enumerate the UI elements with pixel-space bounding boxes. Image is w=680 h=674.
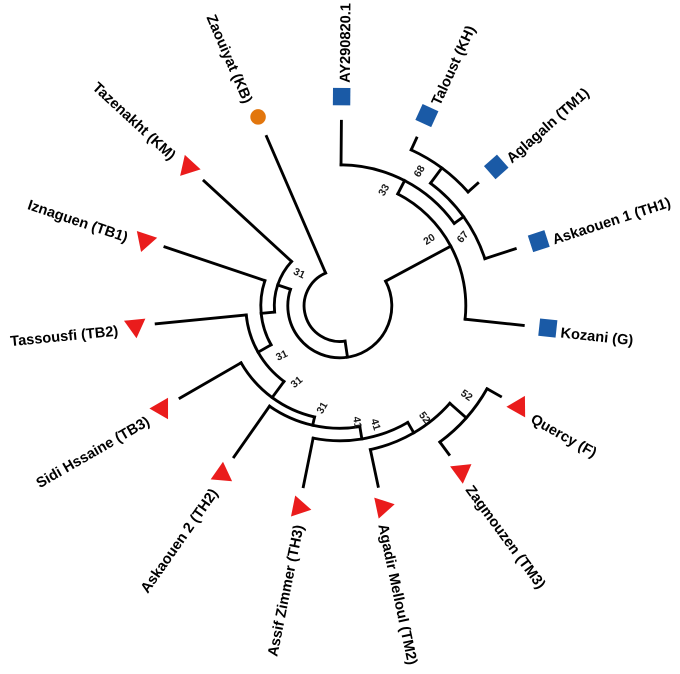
svg-text:52: 52 <box>458 388 474 404</box>
svg-text:67: 67 <box>455 229 471 245</box>
svg-text:Zaouiyat (KB): Zaouiyat (KB) <box>203 13 255 107</box>
svg-text:Assif Zimmer (TH3): Assif Zimmer (TH3) <box>265 523 307 657</box>
svg-text:31: 31 <box>289 375 305 391</box>
svg-text:Tassousfi (TB2): Tassousfi (TB2) <box>10 324 120 351</box>
svg-text:Aglagaln (TM1): Aglagaln (TM1) <box>504 85 593 166</box>
svg-text:41: 41 <box>350 416 363 429</box>
svg-text:Sidi Hssaine (TB3): Sidi Hssaine (TB3) <box>34 414 153 492</box>
svg-text:31: 31 <box>315 400 330 416</box>
svg-text:Askaouen 2 (TH2): Askaouen 2 (TH2) <box>138 486 222 596</box>
svg-text:Agadir Melloul (TM2): Agadir Melloul (TM2) <box>374 523 420 667</box>
svg-text:33: 33 <box>377 182 392 198</box>
svg-text:41: 41 <box>368 418 382 432</box>
svg-text:31: 31 <box>274 349 289 364</box>
svg-text:Askaouen 1 (TH1): Askaouen 1 (TH1) <box>551 195 673 248</box>
svg-text:Quercy (F): Quercy (F) <box>528 412 600 462</box>
svg-text:Tazenakht (KM): Tazenakht (KM) <box>89 80 179 164</box>
svg-text:Zagmouzen (TM3): Zagmouzen (TM3) <box>462 483 548 593</box>
svg-text:Taloust (KH): Taloust (KH) <box>429 23 479 108</box>
svg-text:AY290820.1: AY290820.1 <box>338 3 355 83</box>
svg-text:20: 20 <box>422 232 438 248</box>
svg-text:Iznaguen (TB1): Iznaguen (TB1) <box>25 198 129 247</box>
svg-text:68: 68 <box>412 164 427 180</box>
svg-text:31: 31 <box>291 266 306 281</box>
svg-text:Kozani (G): Kozani (G) <box>560 325 634 349</box>
